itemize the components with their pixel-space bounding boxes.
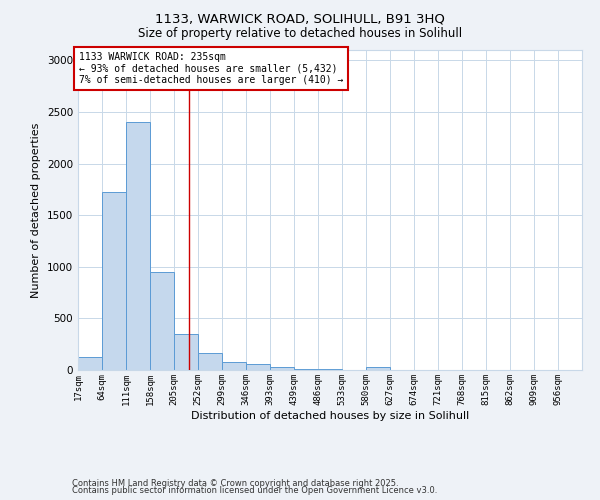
Bar (174, 334, 198, 370)
X-axis label: Distribution of detached houses by size in Solihull: Distribution of detached houses by size … (191, 410, 469, 420)
Bar (318, 369, 342, 370)
Bar (294, 369, 318, 370)
Text: Contains HM Land Registry data © Crown copyright and database right 2025.: Contains HM Land Registry data © Crown c… (72, 478, 398, 488)
Bar (270, 367, 294, 370)
Bar (366, 368, 390, 370)
Bar (102, 192, 126, 370)
Text: 1133, WARWICK ROAD, SOLIHULL, B91 3HQ: 1133, WARWICK ROAD, SOLIHULL, B91 3HQ (155, 12, 445, 26)
Bar (246, 364, 270, 370)
Bar (150, 272, 174, 370)
Bar (126, 122, 150, 370)
Text: 1133 WARWICK ROAD: 235sqm
← 93% of detached houses are smaller (5,432)
7% of sem: 1133 WARWICK ROAD: 235sqm ← 93% of detac… (79, 52, 343, 85)
Bar (222, 362, 246, 370)
Bar (78, 357, 102, 370)
Y-axis label: Number of detached properties: Number of detached properties (31, 122, 41, 298)
Text: Contains public sector information licensed under the Open Government Licence v3: Contains public sector information licen… (72, 486, 437, 495)
Bar (198, 354, 222, 370)
Text: Size of property relative to detached houses in Solihull: Size of property relative to detached ho… (138, 28, 462, 40)
